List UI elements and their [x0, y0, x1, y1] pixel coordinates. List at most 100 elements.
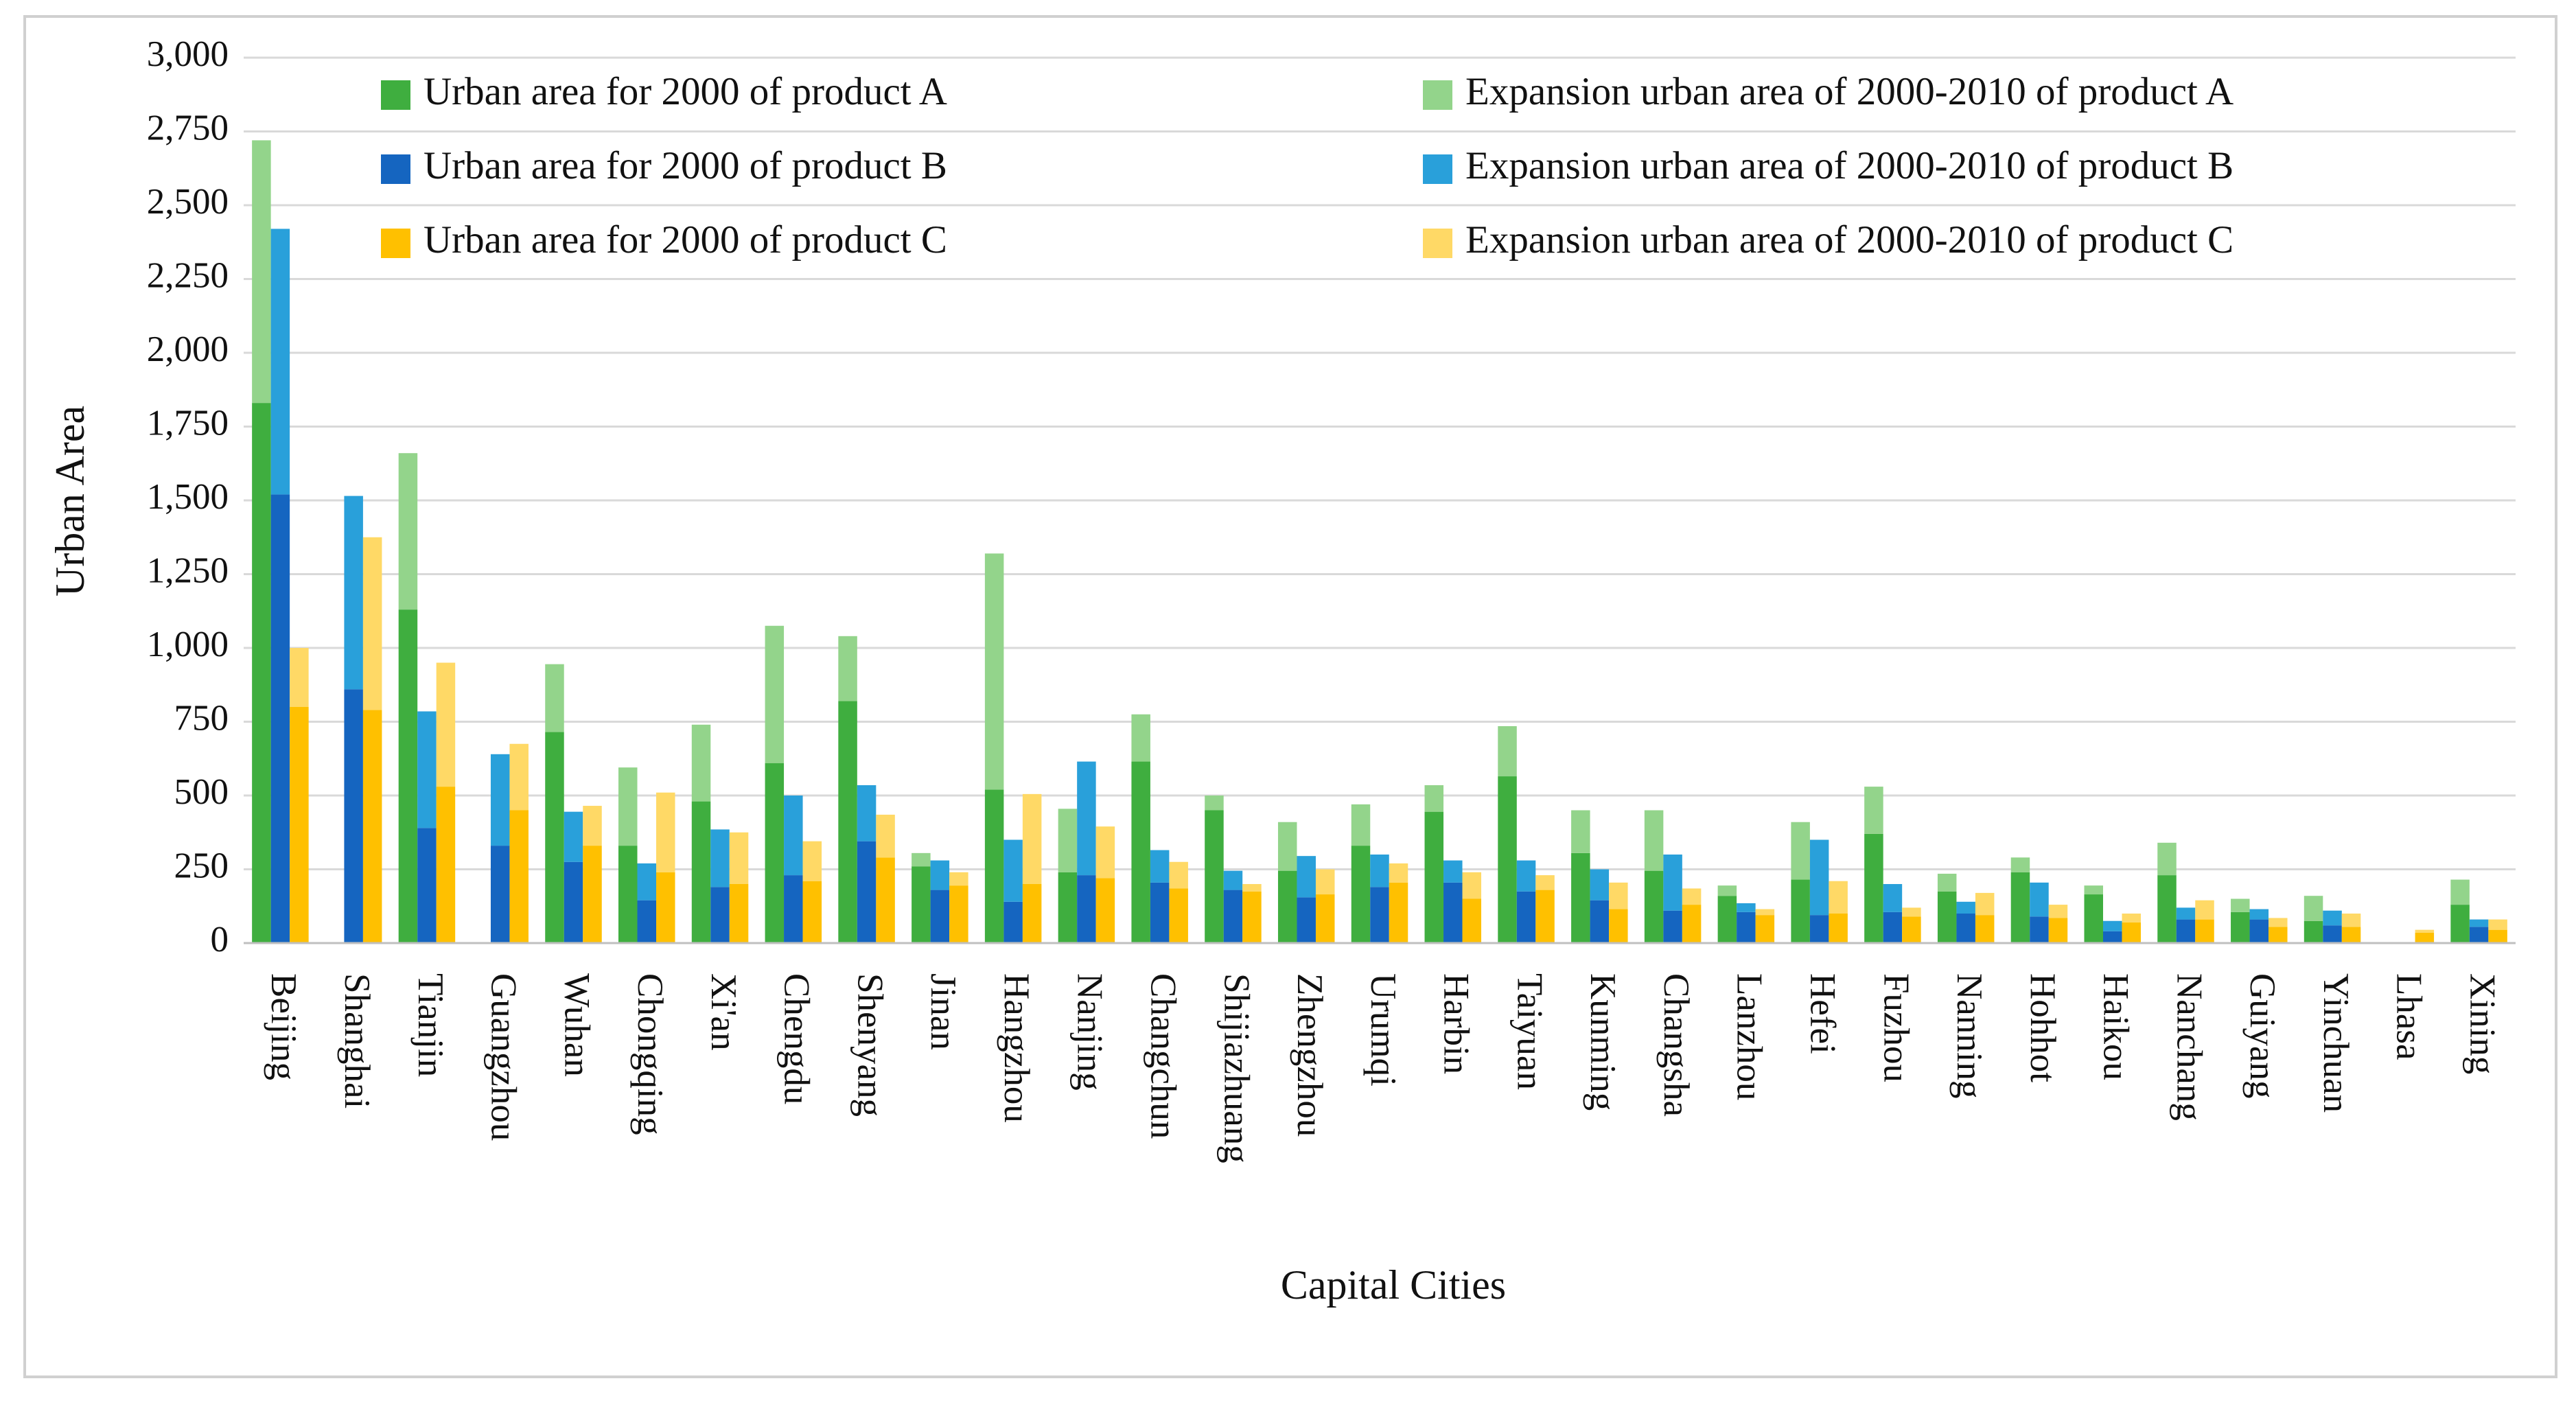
bar: [1571, 810, 1590, 853]
x-tick-label: Nanjing: [1070, 973, 1110, 1091]
bar: [1682, 888, 1702, 905]
bar: [2030, 882, 2049, 917]
bar: [1590, 900, 1610, 943]
bar: [710, 887, 730, 943]
bar: [1755, 915, 1775, 943]
bar: [949, 872, 968, 886]
x-tick-label: Urumqi: [1363, 973, 1403, 1087]
bar: [1644, 870, 1664, 943]
bar: [1205, 810, 1224, 943]
legend-label: Urban area for 2000 of product A: [423, 70, 947, 113]
bar: [252, 140, 271, 404]
bar: [2195, 919, 2214, 943]
bar: [1956, 914, 1975, 943]
bar: [930, 890, 950, 943]
x-tick-label: Wuhan: [557, 973, 596, 1077]
bar: [1571, 852, 1590, 943]
bar: [509, 810, 529, 943]
bar: [1535, 890, 1555, 943]
bar: [857, 785, 877, 841]
bar: [2450, 879, 2470, 905]
bar: [1370, 855, 1389, 887]
bar: [290, 648, 309, 707]
y-tick-label: 500: [174, 772, 229, 812]
bar: [1443, 882, 1463, 943]
y-tick-label: 750: [174, 699, 229, 739]
bar: [930, 860, 950, 890]
bar: [1169, 888, 1188, 943]
bar: [1902, 916, 1921, 943]
bar: [1937, 891, 1957, 943]
bar: [398, 609, 418, 943]
bar: [2323, 925, 2342, 943]
bar: [949, 885, 968, 943]
bar: [1389, 882, 1408, 943]
bar: [490, 846, 510, 943]
bar: [290, 707, 309, 943]
bar: [838, 701, 857, 943]
bar: [618, 846, 638, 943]
bar: [1663, 910, 1682, 943]
bar: [765, 763, 785, 943]
x-axis-title: Capital Cities: [1281, 1262, 1506, 1308]
y-tick-label: 250: [174, 846, 229, 886]
bar: [583, 846, 602, 943]
bar: [876, 857, 895, 943]
bar: [1791, 879, 1810, 943]
bar: [2304, 920, 2323, 943]
bar: [1058, 809, 1078, 872]
bar: [1077, 875, 1096, 943]
bar: [1022, 884, 1042, 943]
bar: [1956, 901, 1975, 914]
bar: [1095, 826, 1115, 879]
x-tick-label: Zhengzhou: [1290, 973, 1330, 1137]
bar: [436, 662, 456, 787]
bar: [2157, 875, 2177, 943]
bar: [2195, 900, 2214, 920]
bar: [691, 724, 711, 802]
bar: [1791, 822, 1810, 880]
bar: [912, 852, 931, 867]
bar: [802, 881, 822, 943]
bar: [984, 789, 1004, 943]
x-tick-label: Shenyang: [850, 973, 890, 1117]
bar: [1131, 714, 1150, 762]
bar: [2048, 918, 2068, 943]
bar: [1443, 860, 1463, 883]
x-tick-label: Shanghai: [337, 973, 377, 1108]
legend-swatch: [1423, 229, 1452, 258]
bar: [2488, 929, 2507, 943]
bar: [1516, 891, 1536, 943]
legend-label: Expansion urban area of 2000-2010 of pro…: [1465, 218, 2233, 262]
bar: [1682, 905, 1702, 943]
x-tick-label: Tianjin: [410, 973, 450, 1077]
x-tick-label: Chongqing: [630, 973, 670, 1135]
bar: [2415, 929, 2435, 933]
y-tick-label: 2,750: [147, 108, 229, 148]
x-tick-label: Harbin: [1437, 973, 1476, 1074]
bar: [2010, 857, 2030, 872]
bar: [1498, 725, 1517, 777]
bar: [2268, 927, 2288, 943]
bar: [838, 636, 857, 701]
bar: [1809, 839, 1829, 916]
bar: [545, 664, 564, 732]
x-tick-label: Xi'an: [704, 973, 743, 1051]
bar: [2157, 842, 2177, 876]
bar: [509, 743, 529, 811]
bar: [784, 875, 803, 943]
bar: [545, 732, 564, 943]
bar: [984, 553, 1004, 790]
legend-swatch: [1423, 80, 1452, 110]
bar: [1462, 872, 1482, 899]
bar: [1077, 761, 1096, 876]
bar: [1242, 891, 1262, 943]
bar: [2249, 919, 2269, 943]
bar: [1277, 870, 1297, 943]
bar: [1389, 863, 1408, 883]
bar: [2030, 916, 2049, 943]
bar: [765, 625, 785, 763]
bar: [344, 689, 363, 943]
bar: [564, 811, 583, 862]
x-tick-label: Beijing: [264, 973, 303, 1080]
